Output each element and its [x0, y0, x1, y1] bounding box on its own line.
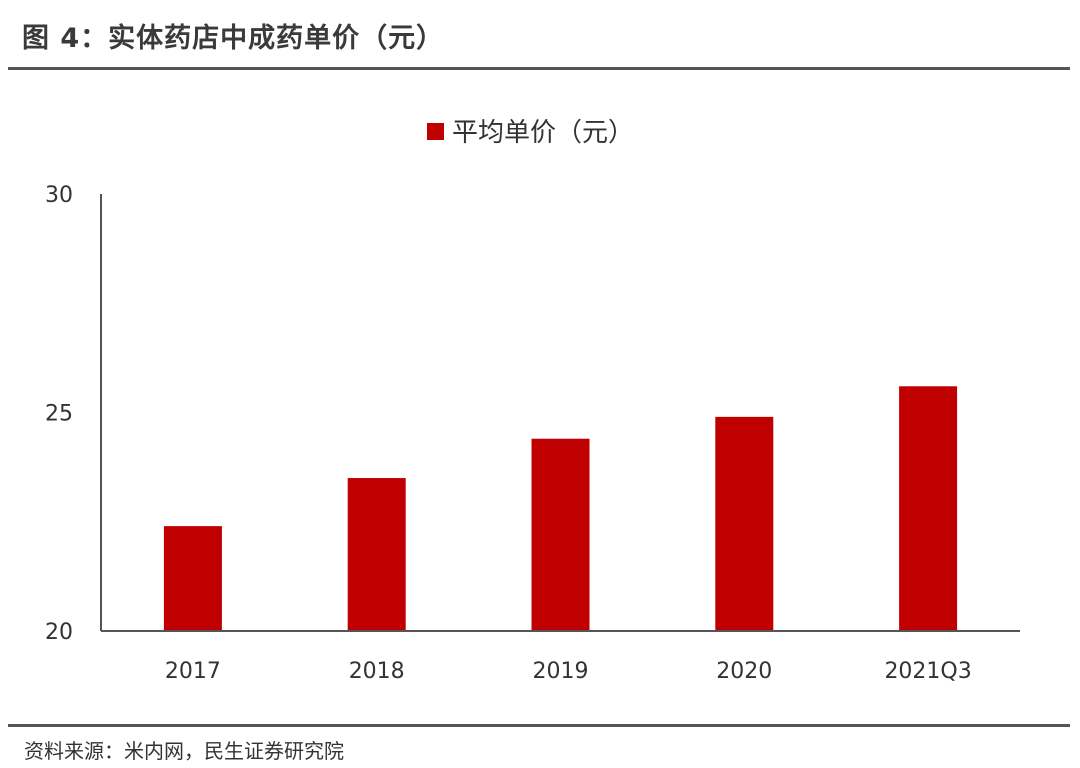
y-tick-label: 20 — [45, 620, 73, 645]
bar — [347, 478, 406, 631]
bar — [715, 416, 774, 631]
x-tick-label: 2021Q3 — [884, 659, 971, 684]
bar — [899, 386, 958, 631]
x-axis-ticks: 2017 2018 2019 2020 2021Q3 — [165, 659, 972, 684]
bottom-divider — [8, 724, 1070, 727]
x-tick-label: 2020 — [716, 659, 772, 684]
bar — [531, 438, 590, 631]
y-tick-label: 30 — [45, 183, 73, 208]
legend-swatch — [427, 123, 444, 140]
x-tick-label: 2018 — [349, 659, 405, 684]
y-tick-label: 25 — [45, 402, 73, 427]
legend: 平均单价（元） — [427, 118, 634, 148]
chart-title: 图 4：实体药店中成药单价（元） — [22, 23, 445, 54]
y-axis-ticks: 20 25 30 — [45, 183, 73, 645]
legend-label: 平均单价（元） — [452, 118, 634, 148]
top-divider — [8, 67, 1070, 70]
bar-chart: 平均单价（元） 20 25 30 2017 2018 2019 2020 2021Q3 — [45, 118, 1020, 684]
x-tick-label: 2019 — [533, 659, 589, 684]
bars — [163, 386, 958, 631]
source-note: 资料来源：米内网，民生证券研究院 — [24, 739, 344, 763]
bar — [163, 526, 222, 631]
x-tick-label: 2017 — [165, 659, 221, 684]
